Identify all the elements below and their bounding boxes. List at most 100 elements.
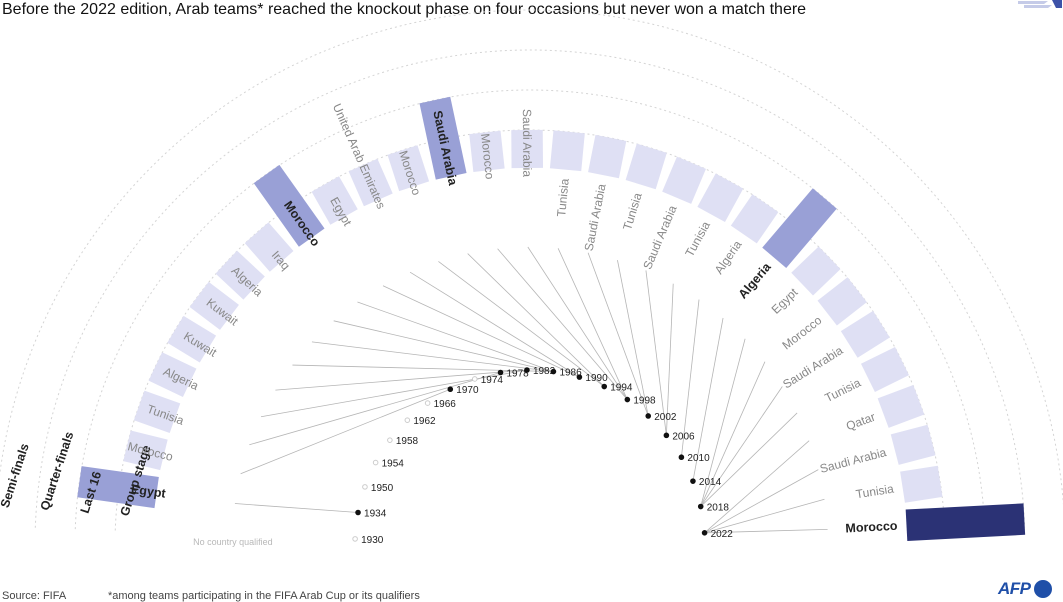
bar-1990-egypt	[311, 176, 358, 225]
year-label-2010: 2010	[687, 453, 710, 464]
bar-1986-iraq	[244, 222, 294, 272]
leader-1970-morocco	[240, 388, 451, 475]
year-label-1962: 1962	[413, 416, 436, 427]
team-label-2018-egypt: Egypt	[769, 285, 801, 317]
leader-2002-tunisia	[617, 260, 649, 417]
bar-2006-tunisia	[697, 173, 744, 222]
source-note: Source: FIFA	[2, 590, 67, 602]
corner-logo-icon	[1018, 0, 1062, 8]
bar-2018-egypt	[791, 246, 841, 296]
leader-1994-morocco	[438, 261, 605, 387]
year-label-1990: 1990	[585, 373, 608, 384]
year-dot-2014	[690, 478, 696, 484]
team-label-2022-tunisia: Tunisia	[855, 482, 895, 502]
bar-2022-morocco	[905, 503, 1026, 541]
year-dot-2022	[701, 529, 708, 536]
bar-1986-algeria	[215, 250, 265, 300]
bar-2018-saudi-arabia	[840, 310, 890, 358]
team-label-1998-morocco: Morocco	[478, 133, 497, 181]
year-dot-1994	[601, 383, 608, 390]
team-label-2022-qatar: Qatar	[844, 410, 877, 434]
leader-1998-saudi-arabia	[527, 246, 628, 400]
leader-2022-saudi-arabia	[704, 469, 819, 534]
year-label-1958: 1958	[396, 436, 419, 447]
leader-1998-tunisia	[557, 248, 628, 400]
year-label-1982: 1982	[533, 366, 556, 377]
bar-2014-algeria	[762, 188, 837, 269]
year-label-1954: 1954	[382, 459, 405, 470]
leader-2018-saudi-arabia	[700, 386, 783, 507]
bar-1998-saudi-arabia	[511, 129, 544, 169]
afp-logo-dot-icon	[1033, 580, 1052, 598]
team-label-2014-algeria: Algeria	[736, 259, 775, 301]
year-label-2014: 2014	[699, 477, 722, 488]
leader-2014-algeria	[692, 317, 724, 482]
bar-2022-saudi-arabia	[890, 424, 936, 465]
year-dot-1990	[576, 374, 583, 380]
bar-2002-tunisia	[625, 143, 667, 190]
leader-2018-morocco	[700, 361, 766, 507]
team-label-2018-morocco: Morocco	[780, 313, 825, 353]
bar-1970-morocco	[123, 430, 168, 471]
year-dot-2002	[645, 413, 652, 419]
stage-ring-1	[74, 89, 986, 530]
team-label-2002-tunisia: Tunisia	[620, 191, 645, 232]
team-label-2022-morocco: Morocco	[845, 519, 898, 536]
level-label-semi-finals: Semi-finals	[0, 442, 32, 510]
year-label-1974: 1974	[481, 375, 504, 386]
stage-ring-3	[0, 9, 1063, 506]
year-label-1966: 1966	[434, 399, 457, 410]
leader-2018-tunisia	[700, 412, 798, 507]
bar-2022-tunisia	[900, 465, 943, 503]
leader-1986-kuwait	[292, 364, 554, 372]
leader-1934-egypt	[234, 503, 359, 513]
year-dot-1998	[624, 396, 631, 403]
year-label-2018: 2018	[707, 503, 730, 514]
bar-2002-saudi-arabia	[588, 134, 627, 179]
year-dot-1982	[524, 367, 530, 373]
year-label-1930: 1930	[361, 535, 384, 546]
bar-2006-saudi-arabia	[662, 156, 706, 204]
leader-1986-algeria	[311, 341, 554, 372]
leader-lines	[234, 246, 828, 534]
year-dot-2010	[678, 454, 685, 461]
year-label-1986: 1986	[559, 368, 582, 379]
team-label-2010-algeria: Algeria	[712, 238, 745, 277]
stage-ring-2	[34, 49, 1026, 528]
year-label-1950: 1950	[371, 483, 394, 494]
no-country-label: No country qualified	[193, 537, 273, 547]
year-label-2006: 2006	[672, 431, 695, 442]
year-dot-1970	[447, 386, 454, 393]
bar-1978-tunisia	[133, 390, 181, 434]
leader-2022-qatar	[704, 440, 810, 534]
bar-1994-saudi-arabia	[419, 96, 467, 180]
level-label-quarter-finals: Quarter-finals	[38, 430, 77, 512]
bar-1994-morocco	[387, 145, 430, 192]
leader-2006-tunisia	[665, 283, 674, 436]
afp-logo: AFP	[998, 578, 1052, 600]
leader-1982-kuwait	[275, 369, 527, 391]
bar-2018-morocco	[817, 277, 867, 326]
bar-1934-egypt	[77, 466, 159, 509]
year-label-1998: 1998	[633, 396, 656, 407]
team-label-2018-tunisia: Tunisia	[822, 375, 863, 405]
bar-1982-algeria	[148, 352, 197, 397]
year-label-1970: 1970	[456, 385, 479, 396]
bar-1998-tunisia	[549, 130, 585, 172]
bar-1990-united-arab-emirates	[348, 158, 393, 207]
bar-1986-morocco	[253, 164, 325, 247]
bars	[77, 96, 1026, 541]
leader-1998-morocco	[497, 248, 628, 400]
year-label-2002: 2002	[654, 412, 677, 423]
bar-2010-algeria	[730, 194, 779, 244]
year-dot-2006	[663, 432, 670, 439]
team-label-1934-egypt: Egypt	[130, 482, 167, 501]
year-dot-1958	[387, 437, 393, 443]
team-label-2002-saudi-arabia: Saudi Arabia	[582, 182, 609, 252]
year-label-1934: 1934	[364, 509, 387, 520]
leader-2010-algeria	[681, 299, 700, 458]
team-label-1998-saudi-arabia: Saudi Arabia	[520, 109, 534, 177]
leader-1978-tunisia	[249, 372, 501, 446]
